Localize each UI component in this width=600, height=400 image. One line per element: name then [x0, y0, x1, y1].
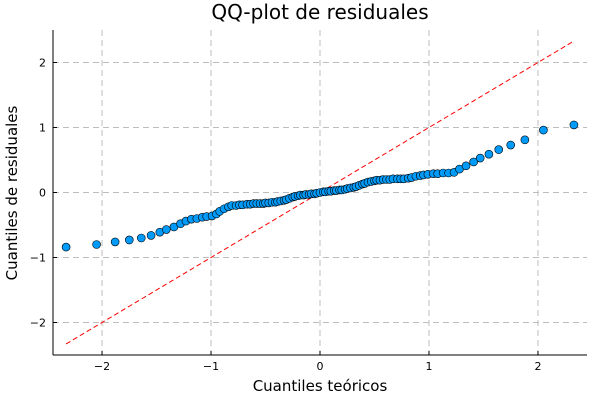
- data-point: [520, 135, 530, 145]
- y-axis-label: Cuantiles de residuales: [3, 105, 21, 280]
- data-point: [469, 157, 478, 167]
- data-point: [61, 242, 71, 252]
- data-point: [110, 237, 120, 247]
- axes: [52, 30, 587, 356]
- data-point: [539, 125, 548, 135]
- y-tick-label: −2: [30, 317, 46, 330]
- y-tick-label: 2: [39, 57, 46, 70]
- data-point: [569, 120, 579, 130]
- y-tick-label: −1: [30, 252, 46, 265]
- data-point: [475, 153, 485, 163]
- grid-lines: [53, 30, 587, 355]
- data-point: [484, 149, 494, 159]
- data-point: [124, 235, 134, 245]
- x-tick-label: 0: [317, 360, 324, 373]
- x-axis-label: Cuantiles teóricos: [253, 377, 388, 395]
- data-point: [146, 231, 156, 240]
- y-tick-label: 0: [39, 187, 46, 200]
- data-point: [136, 233, 146, 243]
- data-point: [506, 140, 516, 150]
- data-points: [61, 120, 579, 252]
- y-tick-label: 1: [39, 122, 46, 135]
- chart-title: QQ-plot de residuales: [211, 0, 428, 24]
- reference-line: [65, 40, 575, 345]
- y-tick-labels: −2 −1 0 1 2: [30, 57, 46, 330]
- x-tick-labels: −2 −1 0 1 2: [94, 360, 542, 373]
- data-point: [461, 161, 471, 171]
- x-tick-label: −2: [94, 360, 110, 373]
- x-tick-label: 1: [425, 360, 432, 373]
- data-point: [494, 145, 504, 154]
- data-point: [92, 240, 101, 249]
- x-tick-label: −1: [203, 360, 219, 373]
- x-tick-label: 2: [534, 360, 541, 373]
- data-point: [162, 225, 171, 234]
